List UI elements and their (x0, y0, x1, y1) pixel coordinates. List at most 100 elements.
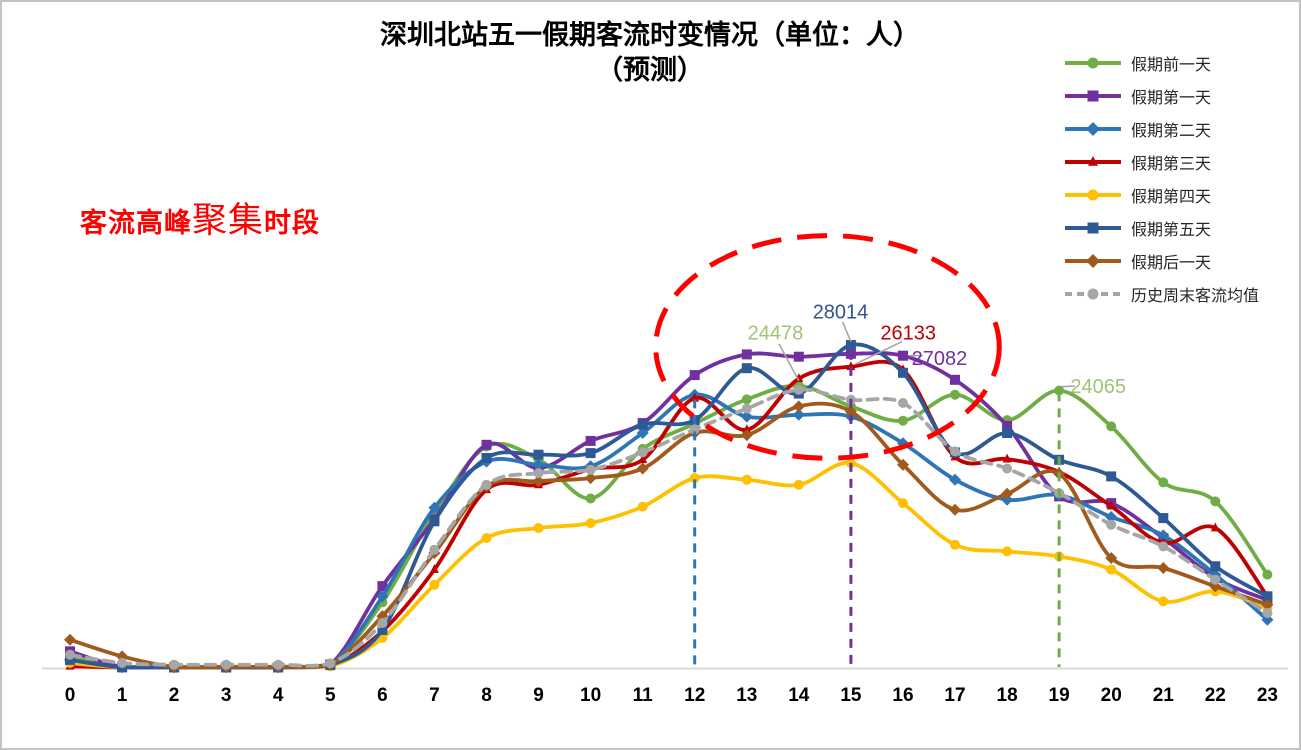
point-day-3-h14 (794, 373, 804, 382)
point-day-3-h12 (690, 392, 700, 402)
x-tick-label-3: 3 (221, 685, 232, 706)
data-label-text-24065: 24065 (1070, 376, 1126, 398)
series-day-after-line[interactable] (68, 401, 1270, 670)
data-label-27082: 27082 (909, 348, 967, 370)
legend-label-day-1: 假期第一天 (1131, 89, 1212, 107)
legend-item-day-before[interactable]: 假期前一天 (1064, 46, 1259, 79)
x-tick-label-16: 16 (892, 685, 913, 706)
point-day-4-h18 (1002, 546, 1013, 557)
legend-item-day-4[interactable]: 假期第四天 (1064, 178, 1259, 211)
x-tick-label-6: 6 (377, 685, 388, 706)
point-day-3-h20 (1106, 500, 1116, 510)
data-label-leader-24478 (778, 343, 800, 382)
point-weekend-avg-h21 (1158, 541, 1169, 552)
series-day-4-line[interactable] (68, 461, 1270, 670)
point-weekend-avg-h1 (117, 658, 128, 668)
legend-marker-day-1 (1087, 90, 1099, 101)
data-label-leader-24065 (1061, 385, 1075, 388)
point-day-4-h11 (637, 501, 648, 512)
point-day-after-h9 (532, 475, 545, 488)
x-tick-label-18: 18 (997, 685, 1018, 706)
legend-swatch-day-1 (1065, 90, 1121, 101)
point-day-1-h6 (377, 581, 388, 592)
point-day-4-h9 (533, 523, 544, 533)
point-weekend-avg-h16 (898, 398, 908, 408)
point-day-after-h17 (949, 503, 961, 516)
x-tick-label-17: 17 (944, 685, 965, 706)
legend-label-weekend-avg: 历史周末客流均值 (1131, 287, 1260, 305)
point-day-after-h16 (897, 458, 909, 471)
point-day-2-h14 (792, 408, 805, 421)
point-day-before-h21 (1158, 477, 1169, 488)
point-day-after-h21 (1157, 562, 1170, 574)
point-day-4-h13 (741, 474, 752, 485)
point-weekend-avg-h20 (1106, 519, 1117, 530)
legend-label-day-3: 假期第三天 (1131, 155, 1212, 173)
point-day-5-h16 (898, 367, 908, 378)
data-label-text-28014: 28014 (813, 302, 869, 324)
data-label-leader-26133 (854, 340, 903, 365)
point-day-2-h6 (376, 590, 389, 603)
legend-marker-day-5 (1087, 222, 1099, 233)
point-day-before-h16 (898, 415, 908, 426)
point-day-before-h17 (950, 389, 960, 400)
legend-item-weekend-avg[interactable]: 历史周末客流均值 (1064, 277, 1259, 310)
legend-swatch-day-after (1065, 253, 1121, 268)
data-label-28014: 28014 (813, 302, 869, 343)
point-day-3-h13 (742, 424, 752, 434)
point-weekend-avg-h7 (429, 544, 440, 555)
point-day-4-h16 (898, 498, 908, 509)
x-tick-label-15: 15 (840, 685, 862, 706)
data-label-24478: 24478 (748, 323, 803, 382)
point-day-1-h16 (898, 350, 908, 361)
x-tick-label-7: 7 (429, 685, 440, 706)
point-day-2-h9 (532, 458, 545, 471)
point-day-after-h10 (584, 472, 597, 485)
point-weekend-avg-h6 (377, 618, 388, 628)
point-day-before-h20 (1106, 421, 1117, 432)
point-day-before-h19 (1054, 385, 1065, 396)
x-tick-label-20: 20 (1101, 685, 1122, 706)
point-day-2-h21 (1157, 529, 1170, 542)
legend-item-day-5[interactable]: 假期第五天 (1064, 211, 1259, 244)
point-weekend-avg-h8 (481, 479, 492, 490)
legend-swatch-day-4 (1065, 189, 1121, 200)
point-weekend-avg-h4 (273, 659, 284, 670)
legend-item-day-after[interactable]: 假期后一天 (1064, 244, 1259, 277)
data-label-leader-28014 (841, 321, 852, 343)
point-day-5-h18 (1002, 428, 1013, 438)
point-day-4-h17 (950, 539, 960, 550)
point-day-after-h14 (792, 400, 805, 413)
point-day-after-h20 (1105, 552, 1118, 564)
point-weekend-avg-h18 (1002, 463, 1013, 474)
x-tick-label-8: 8 (481, 685, 492, 706)
point-day-before-h22 (1210, 496, 1221, 507)
x-tick-label-10: 10 (580, 685, 601, 706)
point-day-3-h15 (846, 361, 856, 371)
legend-swatch-day-before (1065, 57, 1121, 68)
point-day-5-h0 (65, 654, 75, 665)
series-weekend-avg-line[interactable] (68, 387, 1270, 668)
x-tick-label-0: 0 (65, 685, 76, 706)
x-tick-label-11: 11 (633, 685, 654, 706)
point-day-4-h14 (793, 479, 804, 490)
point-day-2-h7 (428, 501, 441, 514)
x-tick-label-1: 1 (117, 685, 128, 706)
legend-item-day-1[interactable]: 假期第一天 (1064, 79, 1259, 112)
legend-marker-day-3 (1088, 155, 1098, 166)
point-weekend-avg-h12 (689, 424, 700, 435)
point-weekend-avg-h9 (533, 468, 544, 479)
point-day-5-h20 (1106, 471, 1117, 482)
x-tick-label-23: 23 (1257, 685, 1278, 706)
point-day-after-h0 (64, 633, 76, 646)
point-weekend-avg-h22 (1210, 574, 1221, 585)
point-weekend-avg-h11 (637, 447, 648, 458)
point-day-after-h23 (1261, 598, 1274, 611)
peak-period-annotation: 客流高峰聚集时段 (80, 192, 320, 243)
point-day-5-h6 (377, 625, 388, 635)
legend-item-day-2[interactable]: 假期第二天 (1064, 112, 1259, 145)
data-label-text-27082: 27082 (912, 348, 968, 370)
legend-item-day-3[interactable]: 假期第三天 (1064, 145, 1259, 178)
